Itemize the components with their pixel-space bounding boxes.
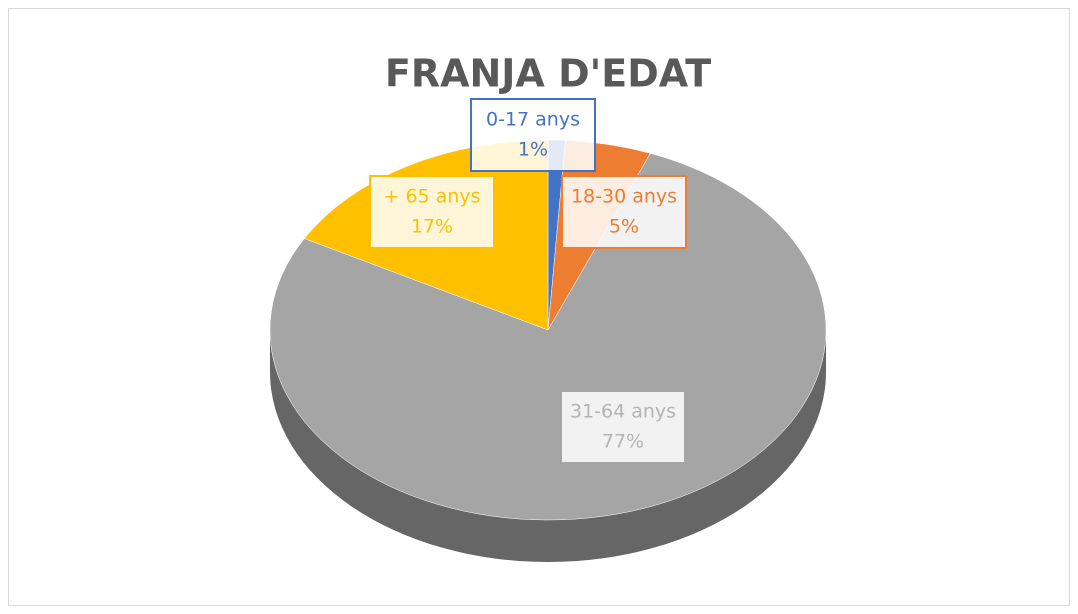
data-label-value: 17% [411,216,453,238]
data-label-value: 77% [602,431,644,453]
slice [269,153,827,521]
data-label-name: + 65 anys [383,186,480,208]
data-label-box [369,175,495,249]
data-label-box [560,390,686,464]
data-label-name: 18-30 anys [571,186,677,208]
data-label-name: 31-64 anys [570,401,676,423]
data-label-name: 0-17 anys [486,109,580,131]
data-label-value: 5% [609,216,639,238]
data-label-box [470,98,596,172]
data-label-box [561,175,687,249]
slice-side [270,330,826,562]
data-label-value: 1% [518,139,548,161]
chart-title: FRANJA D'EDAT [385,52,711,96]
